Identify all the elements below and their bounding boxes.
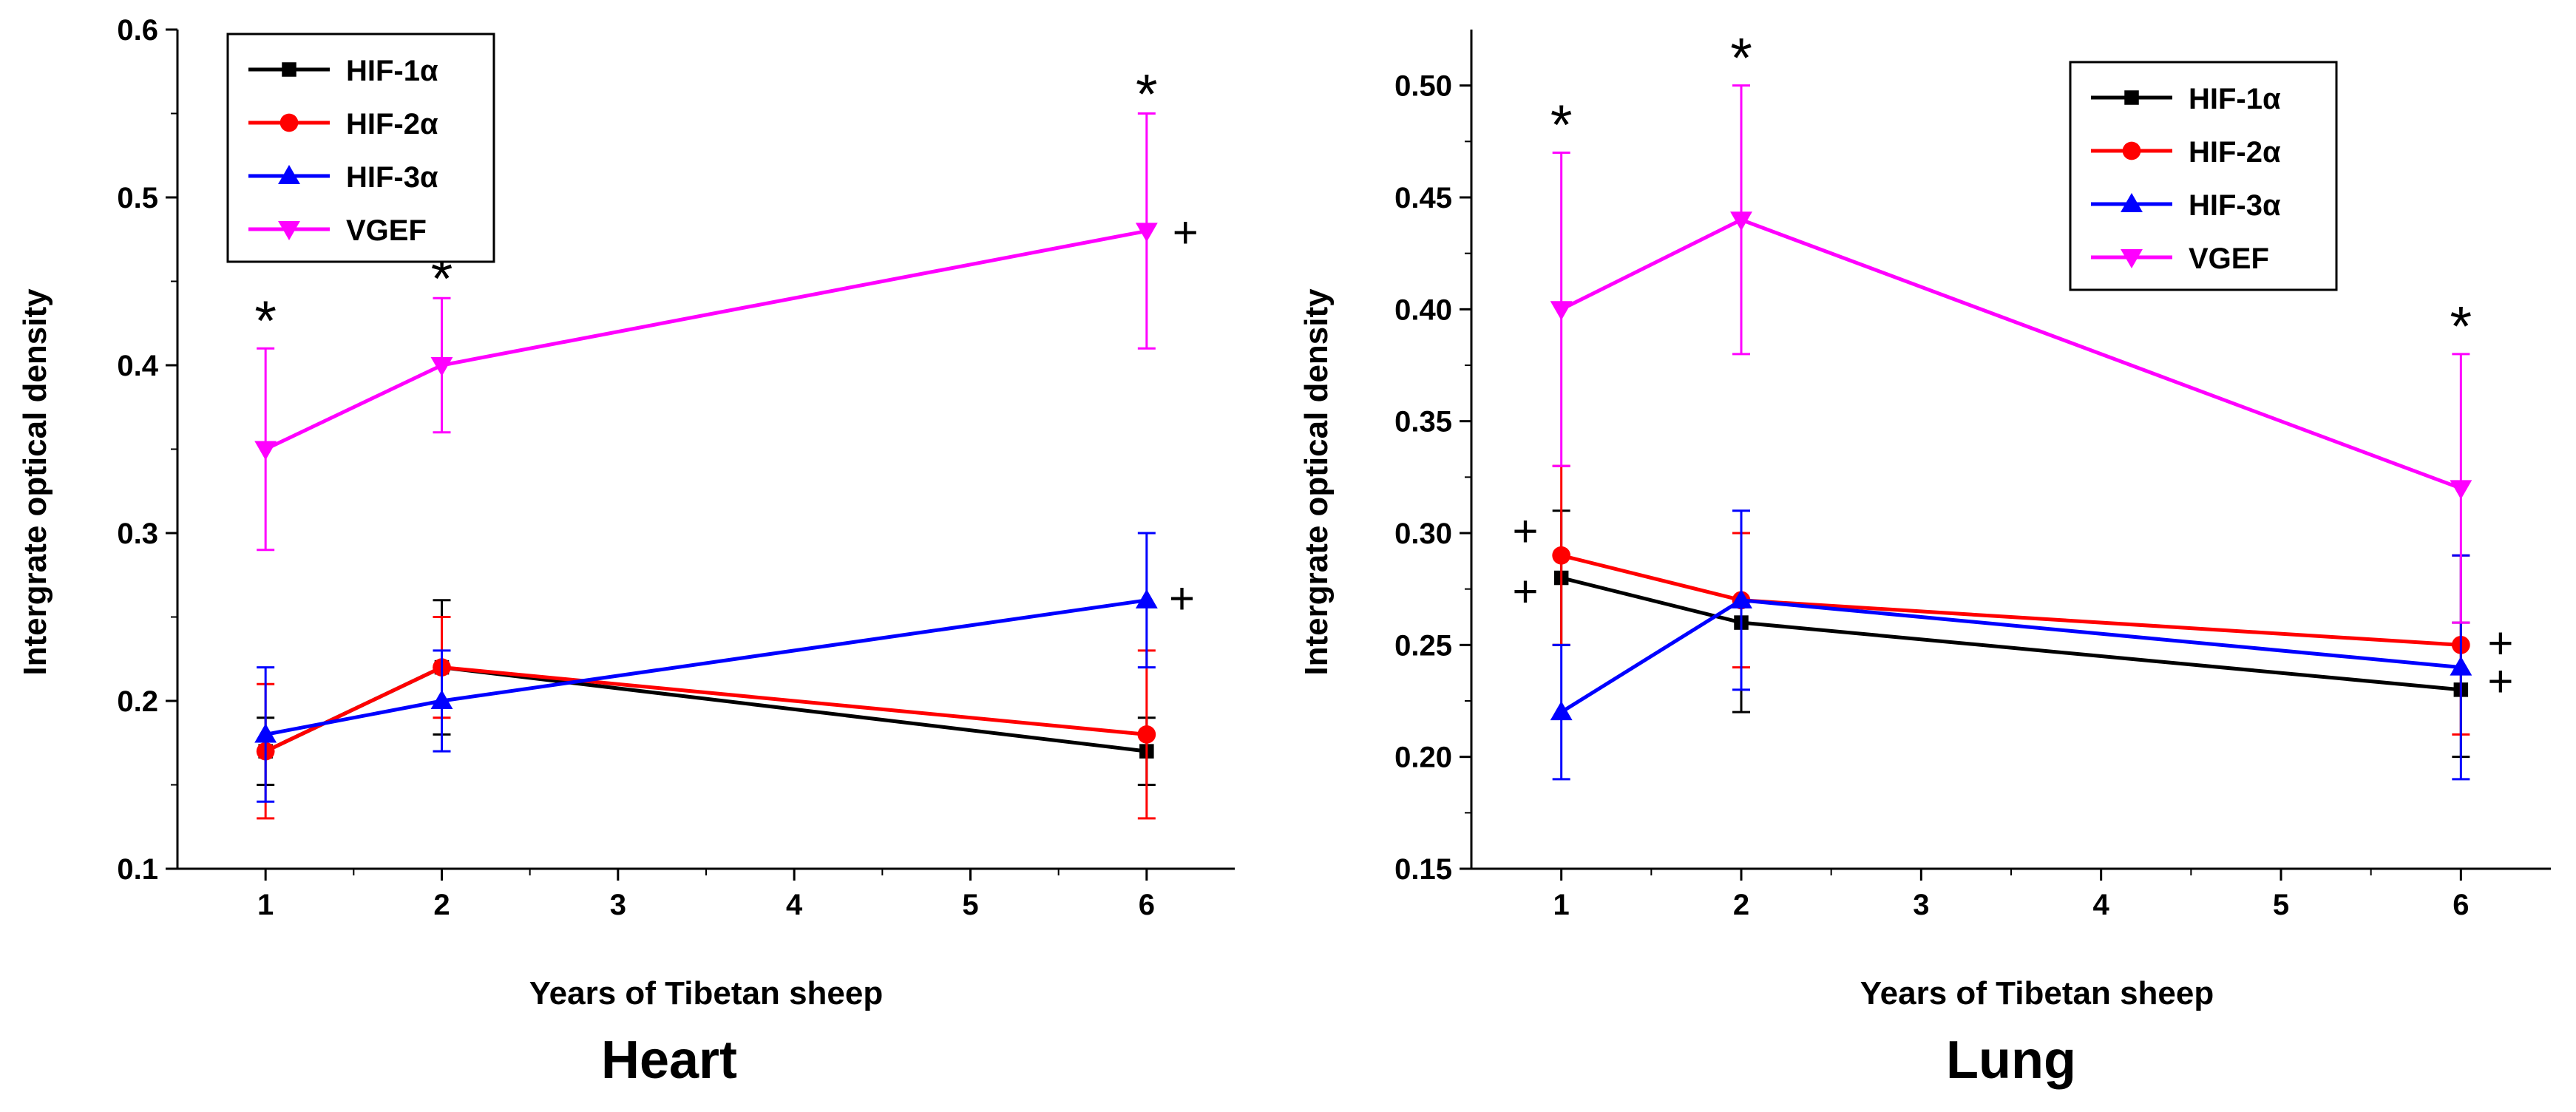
legend-hif-3-marker [2121, 193, 2143, 213]
lung-y-tick-label: 0.25 [1394, 629, 1452, 662]
heart-significance-asterisk: * [1136, 63, 1158, 126]
lung-hif-3-point [1730, 589, 1752, 608]
heart-significance-asterisk: * [254, 290, 277, 353]
lung-y-tick-label: 0.30 [1394, 518, 1452, 550]
lung-x-tick-label: 6 [2453, 889, 2469, 921]
heart-series-hif-3 [254, 532, 1158, 803]
lung-y-tick-label: 0.20 [1394, 742, 1452, 774]
heart-vgef-point [430, 356, 453, 376]
lung-hif-3-point [2450, 656, 2472, 676]
heart-y-tick-label: 0.2 [117, 685, 158, 718]
lung-x-axis-label: Years of Tibetan sheep [1860, 975, 2214, 1011]
heart-x-tick-label: 1 [257, 889, 274, 921]
lung-significance-plus: + [2487, 657, 2513, 706]
legend-hif-3-label: HIF-3α [2189, 189, 2281, 222]
heart-hif-2-point [1137, 725, 1156, 744]
legend-hif-1-marker [282, 62, 296, 77]
lung-y-tick-label: 0.50 [1394, 70, 1452, 103]
legend-hif-2-label: HIF-2α [346, 108, 438, 140]
lung-vgef-point [1550, 301, 1573, 321]
heart-vgef-point [254, 441, 277, 461]
legend-vgef-label: VGEF [346, 214, 427, 247]
legend-vgef-marker [2121, 248, 2143, 268]
heart-y-tick-label: 0.3 [117, 518, 158, 550]
heart-axes: 1 2 3 4 5 6 0.1 0.2 0.3 0.4 0.5 0.6 [117, 14, 1235, 921]
heart-legend-box [226, 33, 495, 263]
lung-significance-plus: + [2487, 618, 2513, 668]
legend-hif-1-label: HIF-1α [2189, 83, 2281, 115]
lung-x-tick-label: 4 [2093, 889, 2110, 921]
lung-significance-asterisk: * [1550, 94, 1573, 157]
legend-hif-2-label: HIF-2α [2189, 136, 2281, 169]
heart-hif-3-point [1135, 589, 1158, 608]
legend-hif-1-marker [2124, 90, 2139, 105]
lung-significance-plus: + [1512, 567, 1538, 617]
legend-hif-2-marker [279, 113, 299, 132]
lung-significance-asterisk: * [1730, 27, 1752, 89]
heart-x-tick-label: 6 [1139, 889, 1155, 921]
heart-significance-plus: + [1173, 208, 1199, 257]
lung-significance-asterisk: * [2450, 295, 2472, 358]
heart-legend: HIF-1α HIF-2α HIF-3α VGEF [226, 33, 495, 263]
lung-x-tick-label: 1 [1553, 889, 1570, 921]
lung-x-tick-label: 5 [2273, 889, 2289, 921]
heart-y-tick-label: 0.4 [117, 350, 158, 382]
heart-y-tick-label: 0.1 [117, 853, 158, 886]
heart-panel-label: Heart [601, 1031, 737, 1090]
heart-hif-3-point [430, 690, 453, 710]
heart-significance-plus: + [1169, 574, 1195, 623]
legend-hif-3-marker [278, 165, 300, 185]
heart-x-axis-label: Years of Tibetan sheep [529, 975, 883, 1011]
lung-legend: HIF-1α HIF-2α HIF-3α VGEF [2069, 61, 2338, 291]
lung-axes: 1 2 3 4 5 6 0.15 0.20 0.25 0.30 0.35 0.40 0.45 0.50 [1394, 30, 2551, 921]
lung-hif-2-point [1552, 546, 1571, 565]
lung-chart-panel: Intergrate optical density Years of Tibe… [1298, 27, 2551, 1090]
lung-y-tick-label: 0.45 [1394, 182, 1452, 214]
lung-series-vgef [1550, 84, 2472, 624]
heart-y-tick-label: 0.5 [117, 182, 158, 214]
lung-y-tick-label: 0.40 [1394, 294, 1452, 326]
heart-x-tick-label: 5 [962, 889, 978, 921]
heart-x-tick-label: 2 [433, 889, 450, 921]
legend-hif-3-label: HIF-3α [346, 161, 438, 194]
lung-legend-box [2069, 61, 2338, 291]
heart-hif-3-point [254, 723, 277, 743]
lung-panel-label: Lung [1946, 1031, 2076, 1090]
lung-series-hif-3 [1550, 509, 2472, 781]
lung-hif-3-point [1550, 701, 1573, 721]
lung-y-tick-label: 0.15 [1394, 853, 1452, 886]
lung-vgef-point [1730, 211, 1752, 231]
heart-chart-panel: Intergrate optical density Years of Tibe… [17, 14, 1235, 1090]
lung-y-axis-label: Intergrate optical density [1298, 288, 1335, 676]
lung-significance-plus: + [1512, 506, 1538, 556]
lung-vgef-point [2450, 480, 2472, 500]
heart-y-axis-label: Intergrate optical density [17, 288, 53, 676]
heart-y-tick-label: 0.6 [117, 14, 158, 47]
lung-y-tick-label: 0.35 [1394, 406, 1452, 438]
lung-x-tick-label: 2 [1733, 889, 1749, 921]
legend-vgef-marker [278, 220, 300, 240]
heart-x-tick-label: 4 [786, 889, 803, 921]
heart-x-tick-label: 3 [610, 889, 626, 921]
legend-hif-2-marker [2122, 141, 2141, 160]
legend-hif-1-label: HIF-1α [346, 55, 438, 87]
heart-series-vgef [254, 112, 1158, 552]
lung-x-tick-label: 3 [1913, 889, 1929, 921]
heart-vgef-point [1135, 223, 1158, 243]
legend-vgef-label: VGEF [2189, 243, 2269, 275]
